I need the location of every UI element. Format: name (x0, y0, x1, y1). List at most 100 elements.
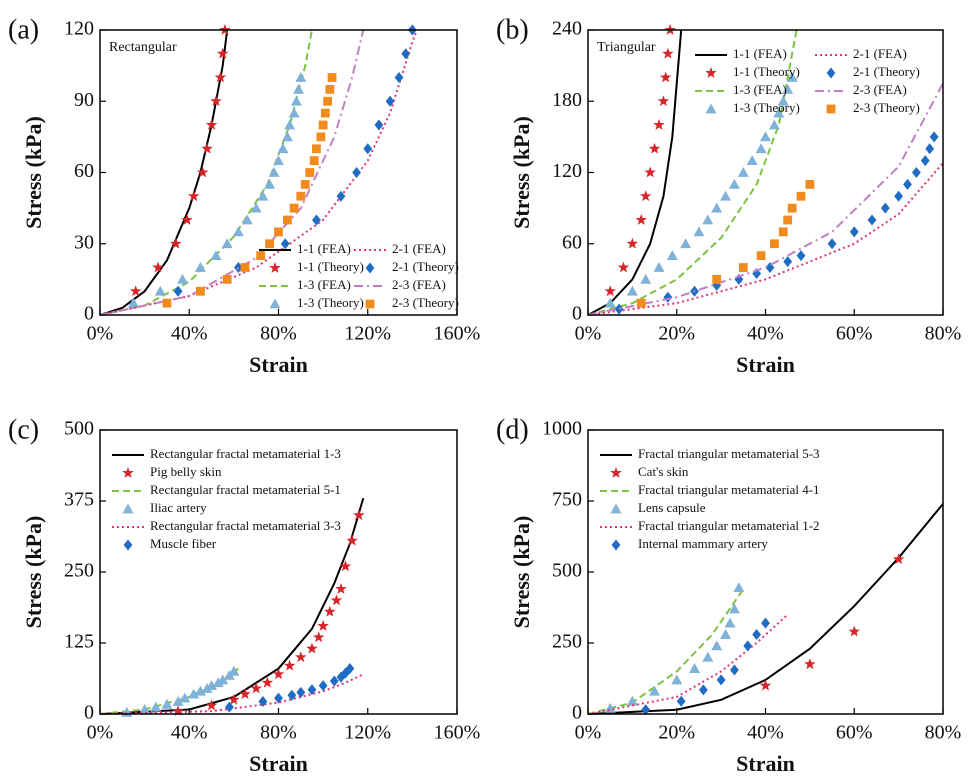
legend-label: Rectangular fractal metamaterial 3-3 (150, 518, 341, 533)
legend: 1-1 (FEA) 1-1 (Theory) 1-3 (FEA) 1-3 (Theor… (695, 46, 920, 115)
fea-line (100, 29, 313, 316)
star-marker (335, 582, 347, 594)
triangle-marker (177, 273, 189, 284)
triangle-marker (293, 83, 305, 94)
legend: 1-1 (FEA) 1-1 (Theory) 1-3 (FEA) 1-3 (Theor… (259, 241, 459, 310)
star-marker (662, 47, 674, 59)
x-tick-label: 40% (171, 722, 208, 744)
legend-label: 1-1 (FEA) (733, 46, 787, 61)
square-marker (783, 215, 793, 225)
legend-label: 1-1 (Theory) (733, 64, 800, 79)
diamond-marker (307, 684, 317, 696)
diamond-marker (827, 238, 837, 250)
fea-line (588, 29, 798, 316)
square-marker (312, 144, 321, 154)
x-tick-label: 40% (171, 323, 208, 345)
diamond-marker (761, 617, 770, 629)
triangle-marker (188, 688, 200, 699)
panel-label: (c) (8, 414, 39, 445)
triangle-marker (604, 297, 616, 308)
y-tick-label: 0 (84, 702, 94, 724)
legend-label: 2-1 (Theory) (853, 64, 920, 79)
diamond-marker (258, 696, 268, 708)
star-marker (239, 688, 251, 700)
triangle-marker (666, 250, 678, 261)
triangle-marker (154, 285, 166, 296)
star-marker (659, 71, 672, 83)
square-marker (320, 108, 330, 118)
diamond-marker (352, 167, 361, 178)
diamond-marker (752, 628, 762, 640)
legend-label: 2-3 (Theory) (392, 295, 459, 310)
diamond-marker (783, 256, 793, 268)
x-tick-label: 60% (836, 323, 873, 345)
diamond-marker (903, 178, 912, 190)
square-marker (274, 227, 283, 237)
square-marker (826, 104, 836, 114)
legend-label: 1-3 (Theory) (733, 100, 800, 115)
triangle-marker (221, 238, 233, 249)
star-marker (205, 699, 218, 711)
diamond-marker (173, 285, 183, 297)
triangle-marker (711, 202, 723, 213)
plot-area (588, 503, 944, 716)
fea-line (100, 29, 365, 316)
x-tick-label: 0% (575, 323, 602, 345)
square-marker (323, 96, 332, 106)
diamond-marker (287, 689, 297, 701)
triangle-marker (127, 297, 139, 308)
axes-frame (99, 429, 458, 715)
x-tick-label: 60% (836, 722, 873, 744)
star-marker (648, 142, 661, 154)
star-marker (635, 213, 647, 225)
diamond-marker (123, 539, 133, 551)
triangle-marker (760, 131, 771, 142)
triangle-marker (786, 72, 798, 82)
star-marker (610, 466, 622, 478)
x-tick-label: 20% (658, 323, 695, 345)
star-marker (317, 619, 329, 631)
x-axis-title: Strain (736, 352, 795, 377)
x-axis-title: Strain (249, 751, 308, 776)
diamond-marker (280, 238, 290, 250)
star-marker (152, 261, 164, 273)
diamond-marker (925, 143, 935, 155)
fea-line (588, 82, 944, 316)
x-tick-label: 0% (575, 722, 602, 744)
fea-line (588, 29, 683, 316)
star-marker (196, 166, 209, 178)
triangle-marker (217, 674, 229, 685)
panel: (b) Triangular Strain Stress (kPa) 0 60 120 180… (496, 14, 961, 377)
triangle-marker (777, 95, 789, 106)
triangle-marker (604, 702, 616, 713)
star-marker (261, 676, 274, 688)
diamond-marker (394, 72, 404, 83)
triangle-marker (241, 214, 253, 225)
triangle-marker (755, 143, 767, 154)
x-tick-label: 160% (434, 722, 481, 744)
triangle-marker (295, 72, 307, 82)
diamond-marker (336, 190, 346, 202)
diamond-marker (880, 202, 890, 214)
square-marker (305, 168, 315, 177)
star-marker (892, 553, 905, 565)
triangle-marker (288, 107, 300, 118)
legend: Fractal triangular metamaterial 5-3 Cat's… (600, 446, 820, 551)
triangle-marker (257, 190, 269, 201)
y-tick-label: 500 (64, 418, 94, 440)
y-tick-label: 120 (64, 18, 94, 40)
fea-line (100, 29, 229, 316)
diamond-marker (363, 143, 373, 155)
triangle-marker (728, 178, 740, 189)
legend-label: Fractal triangular metamaterial 4-1 (638, 482, 820, 497)
legend-label: 1-3 (Theory) (297, 295, 364, 310)
x-tick-label: 0% (87, 323, 114, 345)
triangle-marker (610, 503, 622, 514)
y-axis-title: Stress (kPa) (509, 116, 534, 229)
y-axis-title: Stress (kPa) (509, 516, 534, 629)
triangle-marker (281, 131, 293, 142)
diamond-marker (826, 67, 836, 79)
legend-label: 1-1 (FEA) (297, 241, 351, 256)
panel: (a) Rectangular Strain Stress (kPa) 0 30 60 90 1… (8, 14, 480, 377)
